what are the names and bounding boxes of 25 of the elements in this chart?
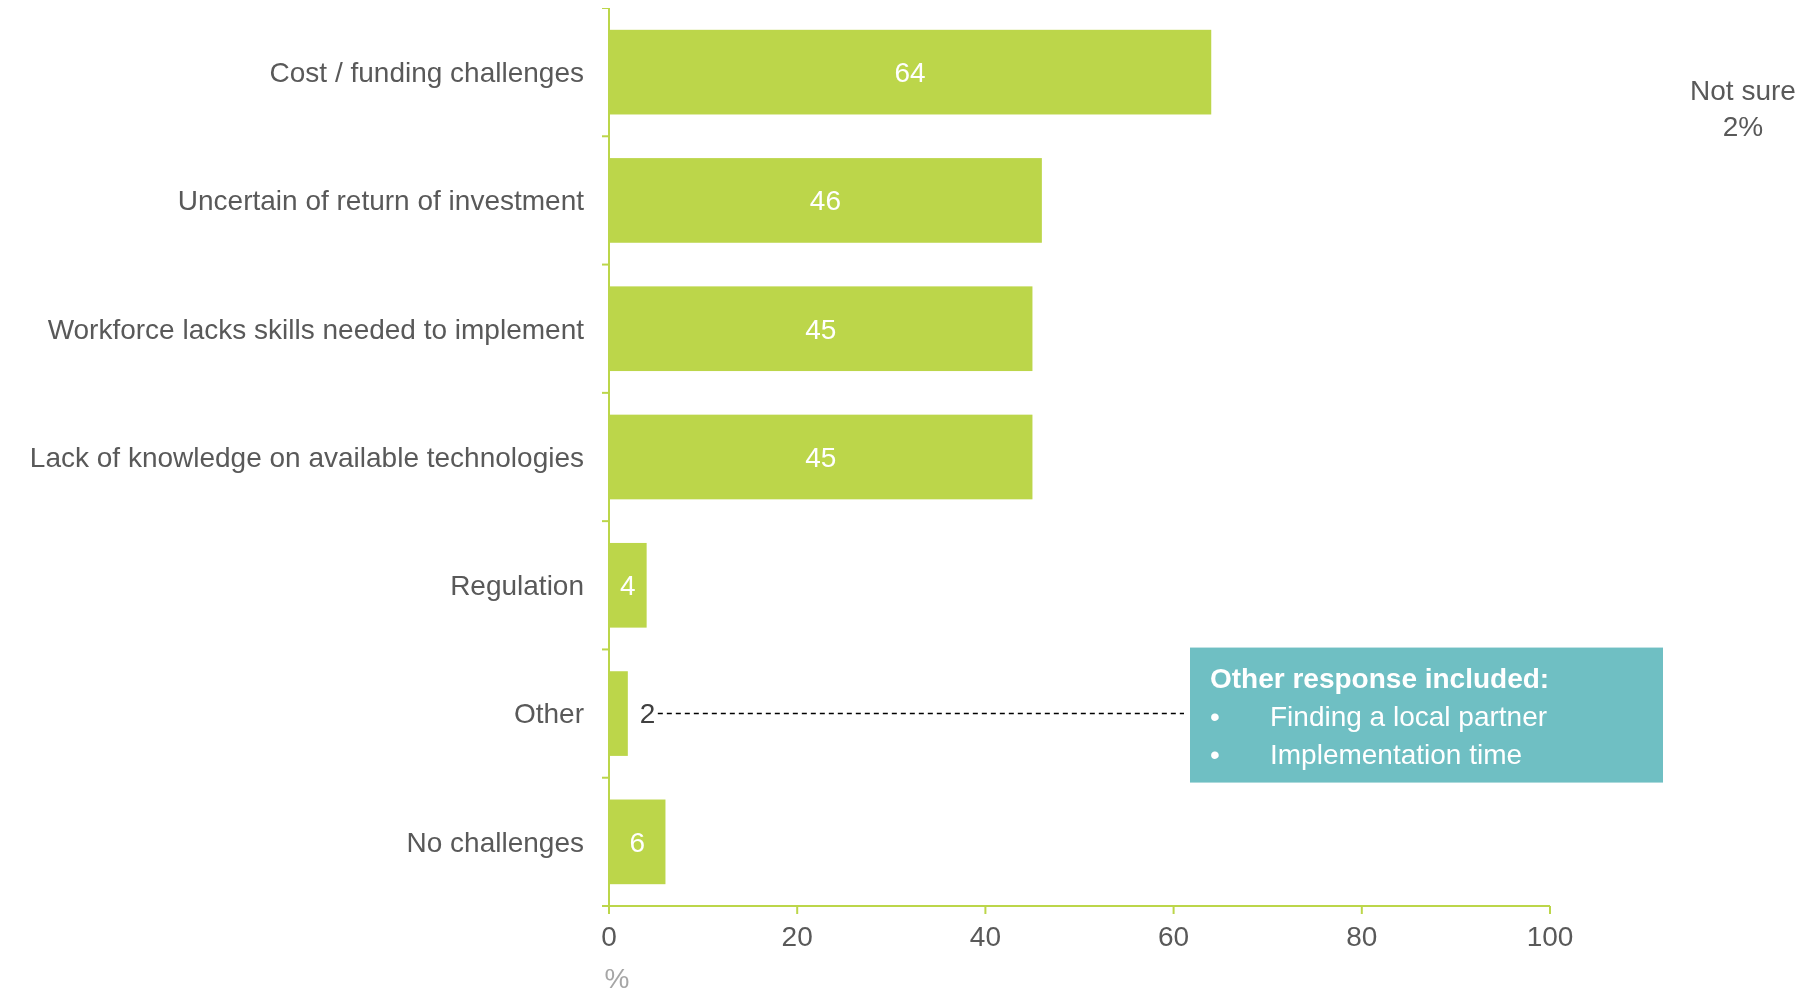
data-label: 45 [805,441,837,473]
data-label: 64 [894,56,926,88]
x-axis-title: % [604,963,630,994]
y-tick-label: No challenges [406,826,584,858]
text: • Finding a local partner [1210,700,1548,732]
y-tick-label: Other [513,698,584,730]
data-label: 45 [805,313,837,345]
y-tick-label: Lack of knowledge on available technologies [29,441,584,473]
annotation: Other response included: [1210,662,1550,694]
text: Not sure 2% [1690,75,1796,142]
data-label: 2 [639,698,656,730]
data-label: 4 [620,570,636,602]
x-tick-label: 80 [1346,921,1378,952]
x-tick-label: 20 [781,921,813,952]
x-tick-label: 100 [1526,921,1574,952]
y-tick-label: Workforce lacks skills needed to implement [47,313,585,345]
y-tick-label: Cost / funding challenges [269,56,584,88]
x-tick-label: 60 [1158,921,1190,952]
x-tick-label: 40 [969,921,1001,952]
text: • Implementation time [1210,738,1523,770]
x-tick-label: 0 [601,921,617,952]
y-tick-label: Regulation [450,570,584,602]
data-label: 46 [809,185,842,217]
data-label: 6 [629,826,646,858]
y-tick-label: Uncertain of return of investment [177,185,585,217]
